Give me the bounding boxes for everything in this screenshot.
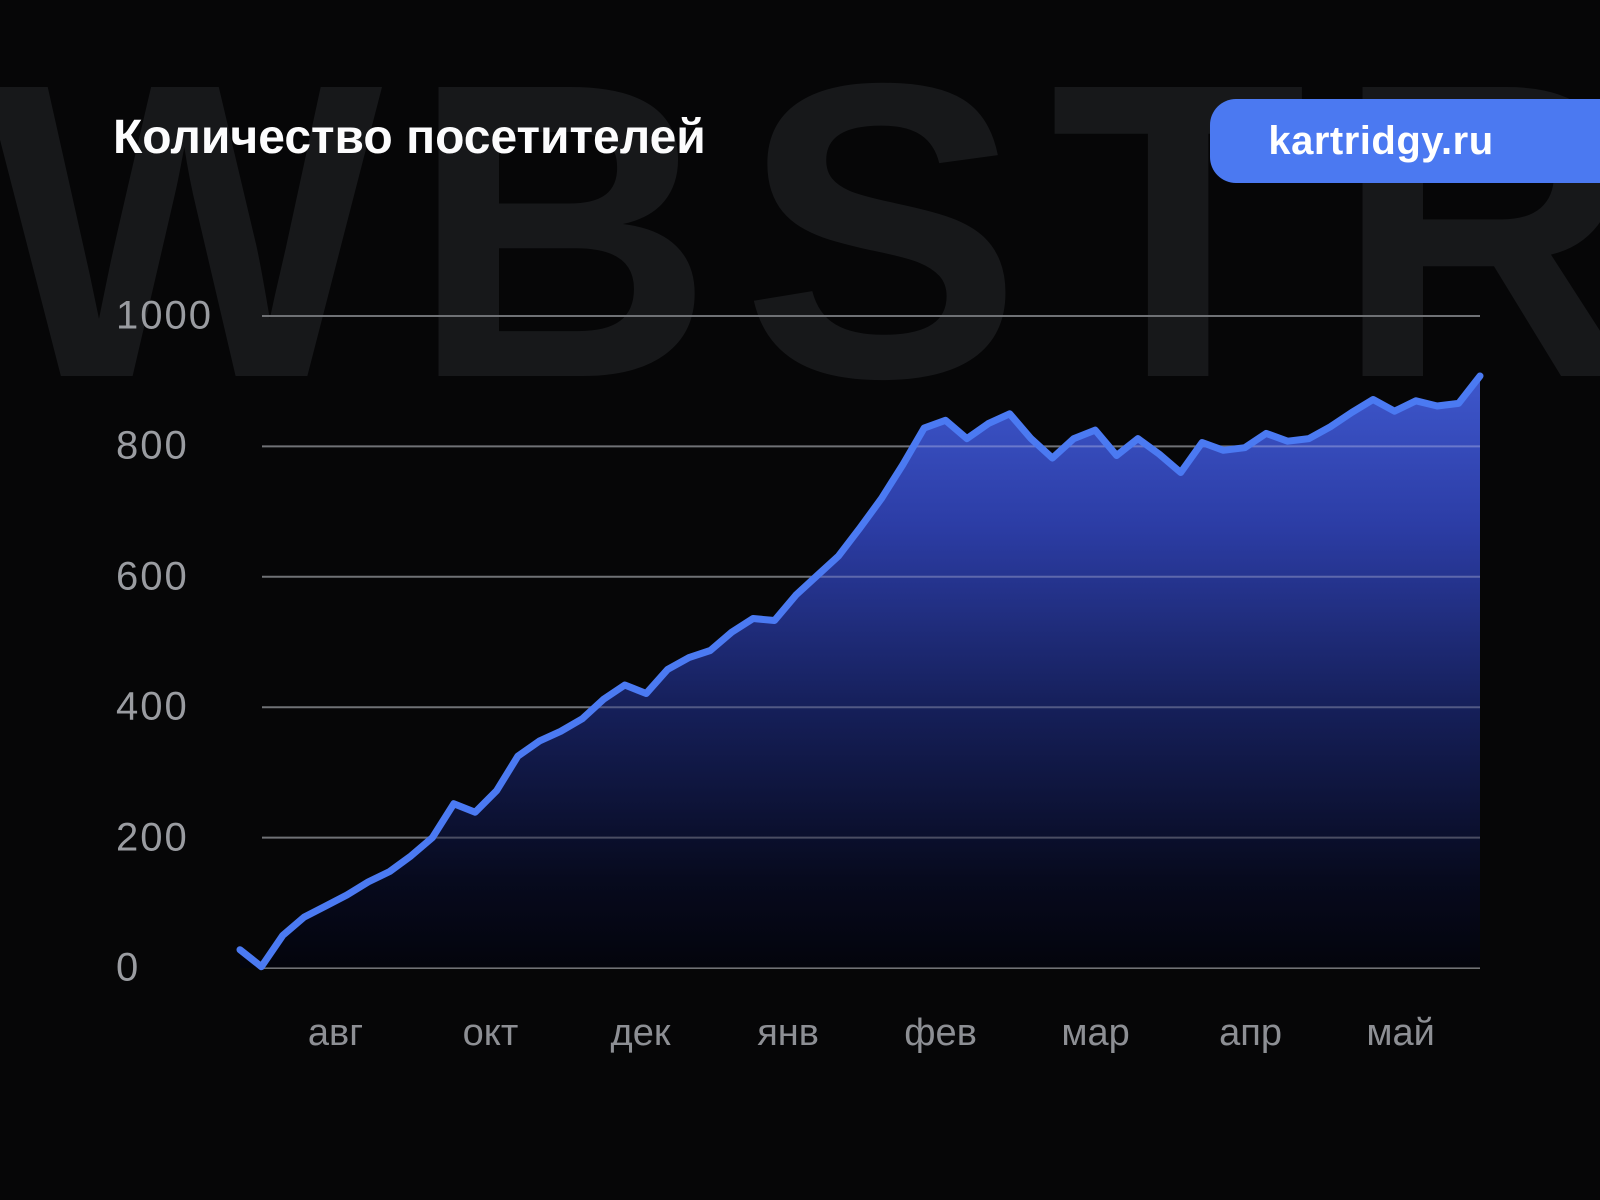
y-axis-tick-label: 600 (116, 554, 189, 599)
visitors-line (236, 372, 1484, 971)
x-axis-tick-label: май (1366, 1012, 1435, 1054)
x-axis-tick-label: апр (1219, 1012, 1283, 1054)
x-axis-tick-label: мар (1061, 1012, 1130, 1054)
area-fill (240, 376, 1480, 968)
y-axis-tick-label: 200 (116, 815, 189, 860)
y-axis-tick-label: 1000 (116, 293, 213, 338)
x-axis-tick-label: окт (462, 1012, 519, 1054)
site-badge-label: kartridgy.ru (1268, 118, 1494, 163)
page-title: Количество посетителей (113, 111, 706, 164)
site-badge: kartridgy.ru (1210, 99, 1600, 183)
y-axis-tick-label: 400 (116, 684, 189, 729)
watermark-text: WBSTR (0, 0, 1600, 466)
x-axis-tick-label: фев (904, 1012, 977, 1054)
x-axis-tick-label: янв (757, 1012, 819, 1054)
y-axis-tick-label: 0 (116, 945, 141, 990)
y-axis-tick-label: 800 (116, 423, 189, 468)
x-axis-tick-label: авг (307, 1012, 364, 1054)
x-axis-tick-label: дек (610, 1012, 671, 1054)
